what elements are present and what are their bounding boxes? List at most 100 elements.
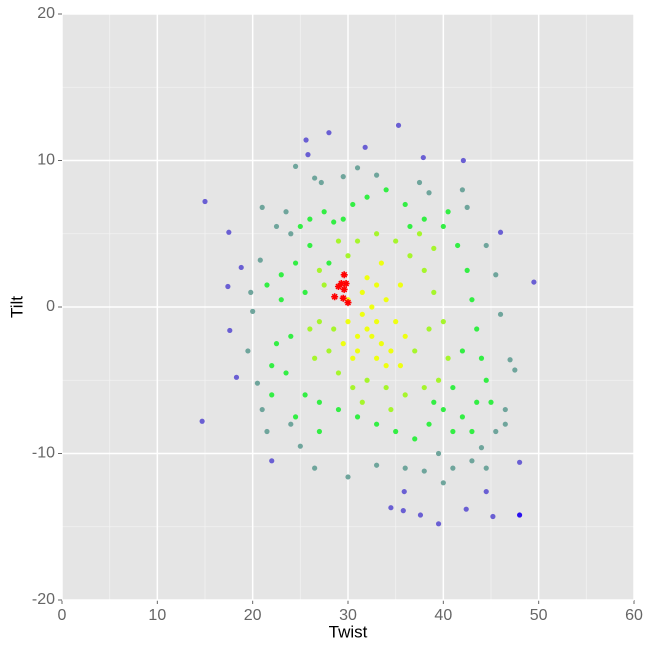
point [497, 229, 504, 235]
point-star [334, 282, 342, 290]
point [318, 179, 324, 186]
point [374, 462, 380, 468]
point-star [342, 280, 350, 288]
point [305, 152, 311, 158]
point [340, 341, 346, 347]
point [288, 333, 294, 339]
y-tick-label: 10 [37, 152, 55, 169]
x-tick-label: 20 [244, 607, 262, 624]
point [362, 144, 368, 150]
point [464, 204, 470, 210]
point [431, 289, 437, 295]
point [316, 428, 322, 435]
point [278, 297, 284, 303]
point [288, 421, 294, 427]
point [307, 326, 313, 332]
point [474, 399, 480, 405]
y-tick-label: 0 [46, 298, 55, 315]
point [435, 521, 442, 527]
point [331, 219, 337, 225]
point [407, 253, 413, 259]
point [435, 450, 442, 457]
point [383, 187, 389, 193]
point [248, 289, 254, 295]
y-tick-label: 20 [37, 5, 55, 22]
point [421, 267, 427, 273]
point [440, 319, 446, 325]
point [431, 245, 437, 251]
y-axis-title: Tilt [7, 296, 26, 318]
point [497, 311, 504, 317]
point [412, 348, 418, 354]
y-tick-label: -10 [32, 445, 55, 462]
point [435, 377, 442, 383]
point [507, 357, 513, 363]
point [335, 370, 342, 376]
point [393, 428, 399, 435]
point [455, 242, 461, 249]
point [354, 333, 361, 339]
point [354, 348, 361, 354]
point [378, 260, 384, 266]
point [273, 223, 280, 230]
point [440, 406, 446, 413]
point [335, 238, 342, 244]
point [421, 468, 427, 474]
point [464, 267, 470, 273]
point [383, 297, 389, 303]
point [407, 223, 413, 230]
point [395, 122, 402, 128]
point [474, 326, 480, 332]
point [450, 465, 456, 471]
point [238, 264, 244, 271]
point [369, 333, 375, 339]
point [493, 428, 499, 435]
point-star [337, 280, 345, 288]
point [369, 304, 375, 310]
point [488, 399, 494, 405]
point [469, 297, 475, 303]
point [340, 216, 346, 222]
x-tick-label: 50 [530, 607, 548, 624]
point [283, 209, 289, 215]
point [450, 384, 456, 391]
point [335, 406, 342, 413]
point [316, 399, 322, 405]
point [483, 488, 489, 495]
point-star [331, 293, 339, 301]
point [321, 209, 327, 215]
point [402, 392, 408, 398]
point [350, 201, 356, 208]
point [269, 458, 275, 464]
point [412, 436, 418, 442]
point [440, 223, 446, 230]
point-star [344, 299, 352, 307]
point [463, 506, 469, 512]
point [345, 474, 351, 480]
point [374, 355, 380, 361]
point [431, 399, 437, 405]
point [426, 421, 432, 427]
point [227, 327, 233, 334]
point [316, 319, 322, 325]
point [303, 137, 309, 143]
point [233, 374, 240, 380]
point [388, 348, 394, 354]
point [417, 512, 424, 518]
x-tick-label: 60 [625, 607, 643, 624]
point [402, 465, 408, 471]
point [388, 505, 394, 511]
point [326, 348, 332, 354]
point [469, 428, 475, 435]
x-tick-label: 40 [434, 607, 452, 624]
point [269, 392, 275, 398]
point [312, 175, 318, 181]
point [445, 355, 451, 361]
point [345, 319, 351, 325]
point [350, 384, 356, 391]
point [354, 165, 361, 171]
point [440, 480, 446, 486]
point [512, 367, 518, 373]
point [245, 348, 251, 354]
point [225, 283, 231, 290]
